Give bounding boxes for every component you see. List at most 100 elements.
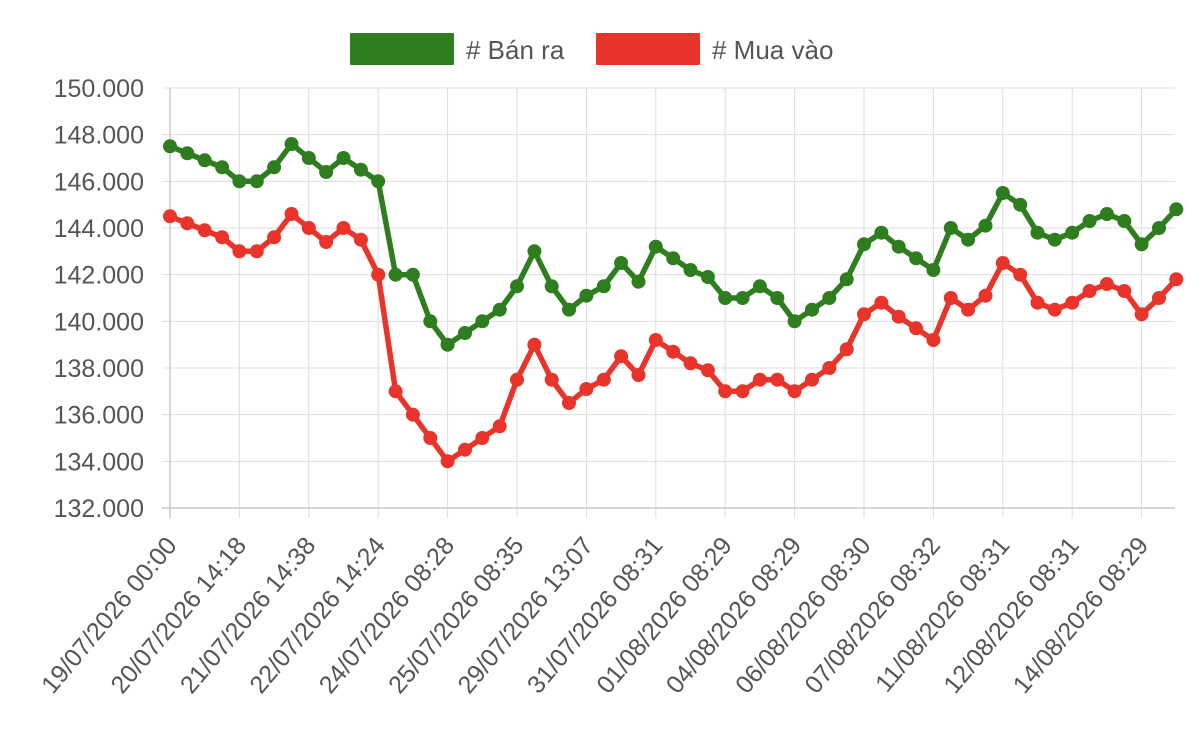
data-point-series-0[interactable]: [301, 151, 316, 165]
legend-swatch-mua-vao[interactable]: [596, 33, 700, 65]
data-point-series-1[interactable]: [1152, 291, 1166, 305]
data-point-series-1[interactable]: [926, 333, 941, 347]
data-point-series-1[interactable]: [891, 309, 906, 324]
data-point-series-0[interactable]: [909, 251, 924, 266]
data-point-series-0[interactable]: [423, 314, 438, 329]
data-point-series-0[interactable]: [839, 272, 854, 287]
data-point-series-0[interactable]: [215, 160, 230, 175]
data-point-series-1[interactable]: [371, 267, 386, 282]
data-point-series-1[interactable]: [562, 396, 576, 410]
data-point-series-0[interactable]: [822, 291, 837, 305]
data-point-series-0[interactable]: [475, 314, 490, 329]
data-point-series-1[interactable]: [492, 419, 507, 434]
data-point-series-1[interactable]: [423, 431, 438, 445]
data-point-series-1[interactable]: [544, 372, 559, 387]
data-point-series-0[interactable]: [353, 162, 368, 177]
data-point-series-1[interactable]: [631, 368, 646, 382]
data-point-series-0[interactable]: [1099, 207, 1114, 221]
data-point-series-0[interactable]: [961, 232, 976, 247]
data-point-series-0[interactable]: [666, 251, 681, 266]
data-point-series-1[interactable]: [353, 232, 368, 247]
data-point-series-0[interactable]: [1169, 202, 1184, 217]
data-point-series-0[interactable]: [752, 279, 767, 294]
data-point-series-1[interactable]: [995, 256, 1010, 270]
data-point-series-1[interactable]: [388, 384, 403, 399]
data-point-series-1[interactable]: [666, 344, 681, 359]
data-point-series-1[interactable]: [700, 363, 715, 378]
data-point-series-0[interactable]: [926, 263, 941, 277]
data-point-series-0[interactable]: [527, 244, 542, 259]
data-point-series-1[interactable]: [770, 372, 785, 387]
data-point-series-0[interactable]: [284, 137, 299, 151]
data-point-series-1[interactable]: [319, 235, 334, 249]
data-point-series-0[interactable]: [1013, 197, 1028, 212]
data-point-series-1[interactable]: [579, 382, 594, 396]
data-point-series-1[interactable]: [267, 230, 282, 245]
data-point-series-0[interactable]: [562, 302, 576, 317]
data-point-series-0[interactable]: [180, 146, 195, 161]
data-point-series-1[interactable]: [249, 244, 264, 259]
legend-label-ban-ra[interactable]: # Bán ra: [466, 35, 565, 65]
data-point-series-0[interactable]: [735, 291, 750, 305]
data-point-series-1[interactable]: [284, 207, 299, 221]
data-point-series-1[interactable]: [648, 333, 663, 347]
data-point-series-1[interactable]: [752, 372, 767, 387]
data-point-series-1[interactable]: [1030, 295, 1045, 310]
data-point-series-1[interactable]: [787, 384, 802, 399]
data-point-series-0[interactable]: [1047, 232, 1062, 247]
data-point-series-1[interactable]: [683, 356, 698, 371]
data-point-series-0[interactable]: [579, 288, 594, 303]
data-point-series-1[interactable]: [961, 302, 976, 317]
data-point-series-0[interactable]: [631, 274, 646, 289]
data-point-series-0[interactable]: [163, 139, 177, 154]
data-point-series-0[interactable]: [267, 160, 282, 175]
data-point-series-0[interactable]: [1152, 221, 1166, 235]
data-point-series-1[interactable]: [978, 288, 993, 303]
legend-swatch-ban-ra[interactable]: [350, 33, 454, 65]
data-point-series-0[interactable]: [197, 153, 212, 168]
data-point-series-0[interactable]: [614, 256, 629, 270]
data-point-series-1[interactable]: [1065, 295, 1080, 310]
data-point-series-1[interactable]: [1082, 284, 1097, 298]
data-point-series-1[interactable]: [163, 209, 177, 224]
data-point-series-0[interactable]: [648, 239, 663, 254]
data-point-series-1[interactable]: [822, 361, 837, 375]
data-point-series-1[interactable]: [215, 230, 230, 245]
data-point-series-0[interactable]: [787, 314, 802, 329]
data-point-series-1[interactable]: [1013, 267, 1028, 282]
data-point-series-1[interactable]: [718, 384, 733, 399]
data-point-series-0[interactable]: [232, 174, 247, 189]
data-point-series-1[interactable]: [232, 244, 247, 259]
data-point-series-1[interactable]: [1117, 284, 1132, 298]
data-point-series-1[interactable]: [1134, 307, 1149, 322]
data-point-series-1[interactable]: [301, 221, 316, 235]
data-point-series-0[interactable]: [770, 291, 785, 305]
data-point-series-1[interactable]: [440, 454, 455, 469]
data-point-series-0[interactable]: [1134, 237, 1149, 252]
data-point-series-1[interactable]: [874, 295, 889, 310]
data-point-series-0[interactable]: [700, 270, 715, 284]
data-point-series-1[interactable]: [1047, 302, 1062, 317]
data-point-series-0[interactable]: [388, 267, 403, 282]
data-point-series-0[interactable]: [249, 174, 264, 189]
data-point-series-0[interactable]: [596, 279, 611, 294]
data-point-series-1[interactable]: [527, 337, 542, 352]
data-point-series-0[interactable]: [510, 279, 524, 294]
data-point-series-1[interactable]: [614, 349, 629, 364]
data-point-series-0[interactable]: [371, 174, 386, 189]
data-point-series-1[interactable]: [735, 384, 750, 399]
data-point-series-1[interactable]: [596, 372, 611, 387]
data-point-series-0[interactable]: [874, 225, 889, 240]
data-point-series-1[interactable]: [180, 216, 195, 231]
data-point-series-0[interactable]: [1117, 214, 1132, 228]
data-point-series-1[interactable]: [510, 372, 524, 387]
data-point-series-1[interactable]: [336, 221, 351, 235]
data-point-series-0[interactable]: [978, 218, 993, 233]
data-point-series-1[interactable]: [805, 372, 819, 387]
data-point-series-1[interactable]: [1169, 272, 1184, 287]
data-point-series-0[interactable]: [458, 326, 472, 340]
data-point-series-0[interactable]: [891, 239, 906, 254]
data-point-series-1[interactable]: [458, 442, 472, 457]
data-point-series-0[interactable]: [805, 302, 819, 317]
data-point-series-1[interactable]: [1099, 277, 1114, 291]
